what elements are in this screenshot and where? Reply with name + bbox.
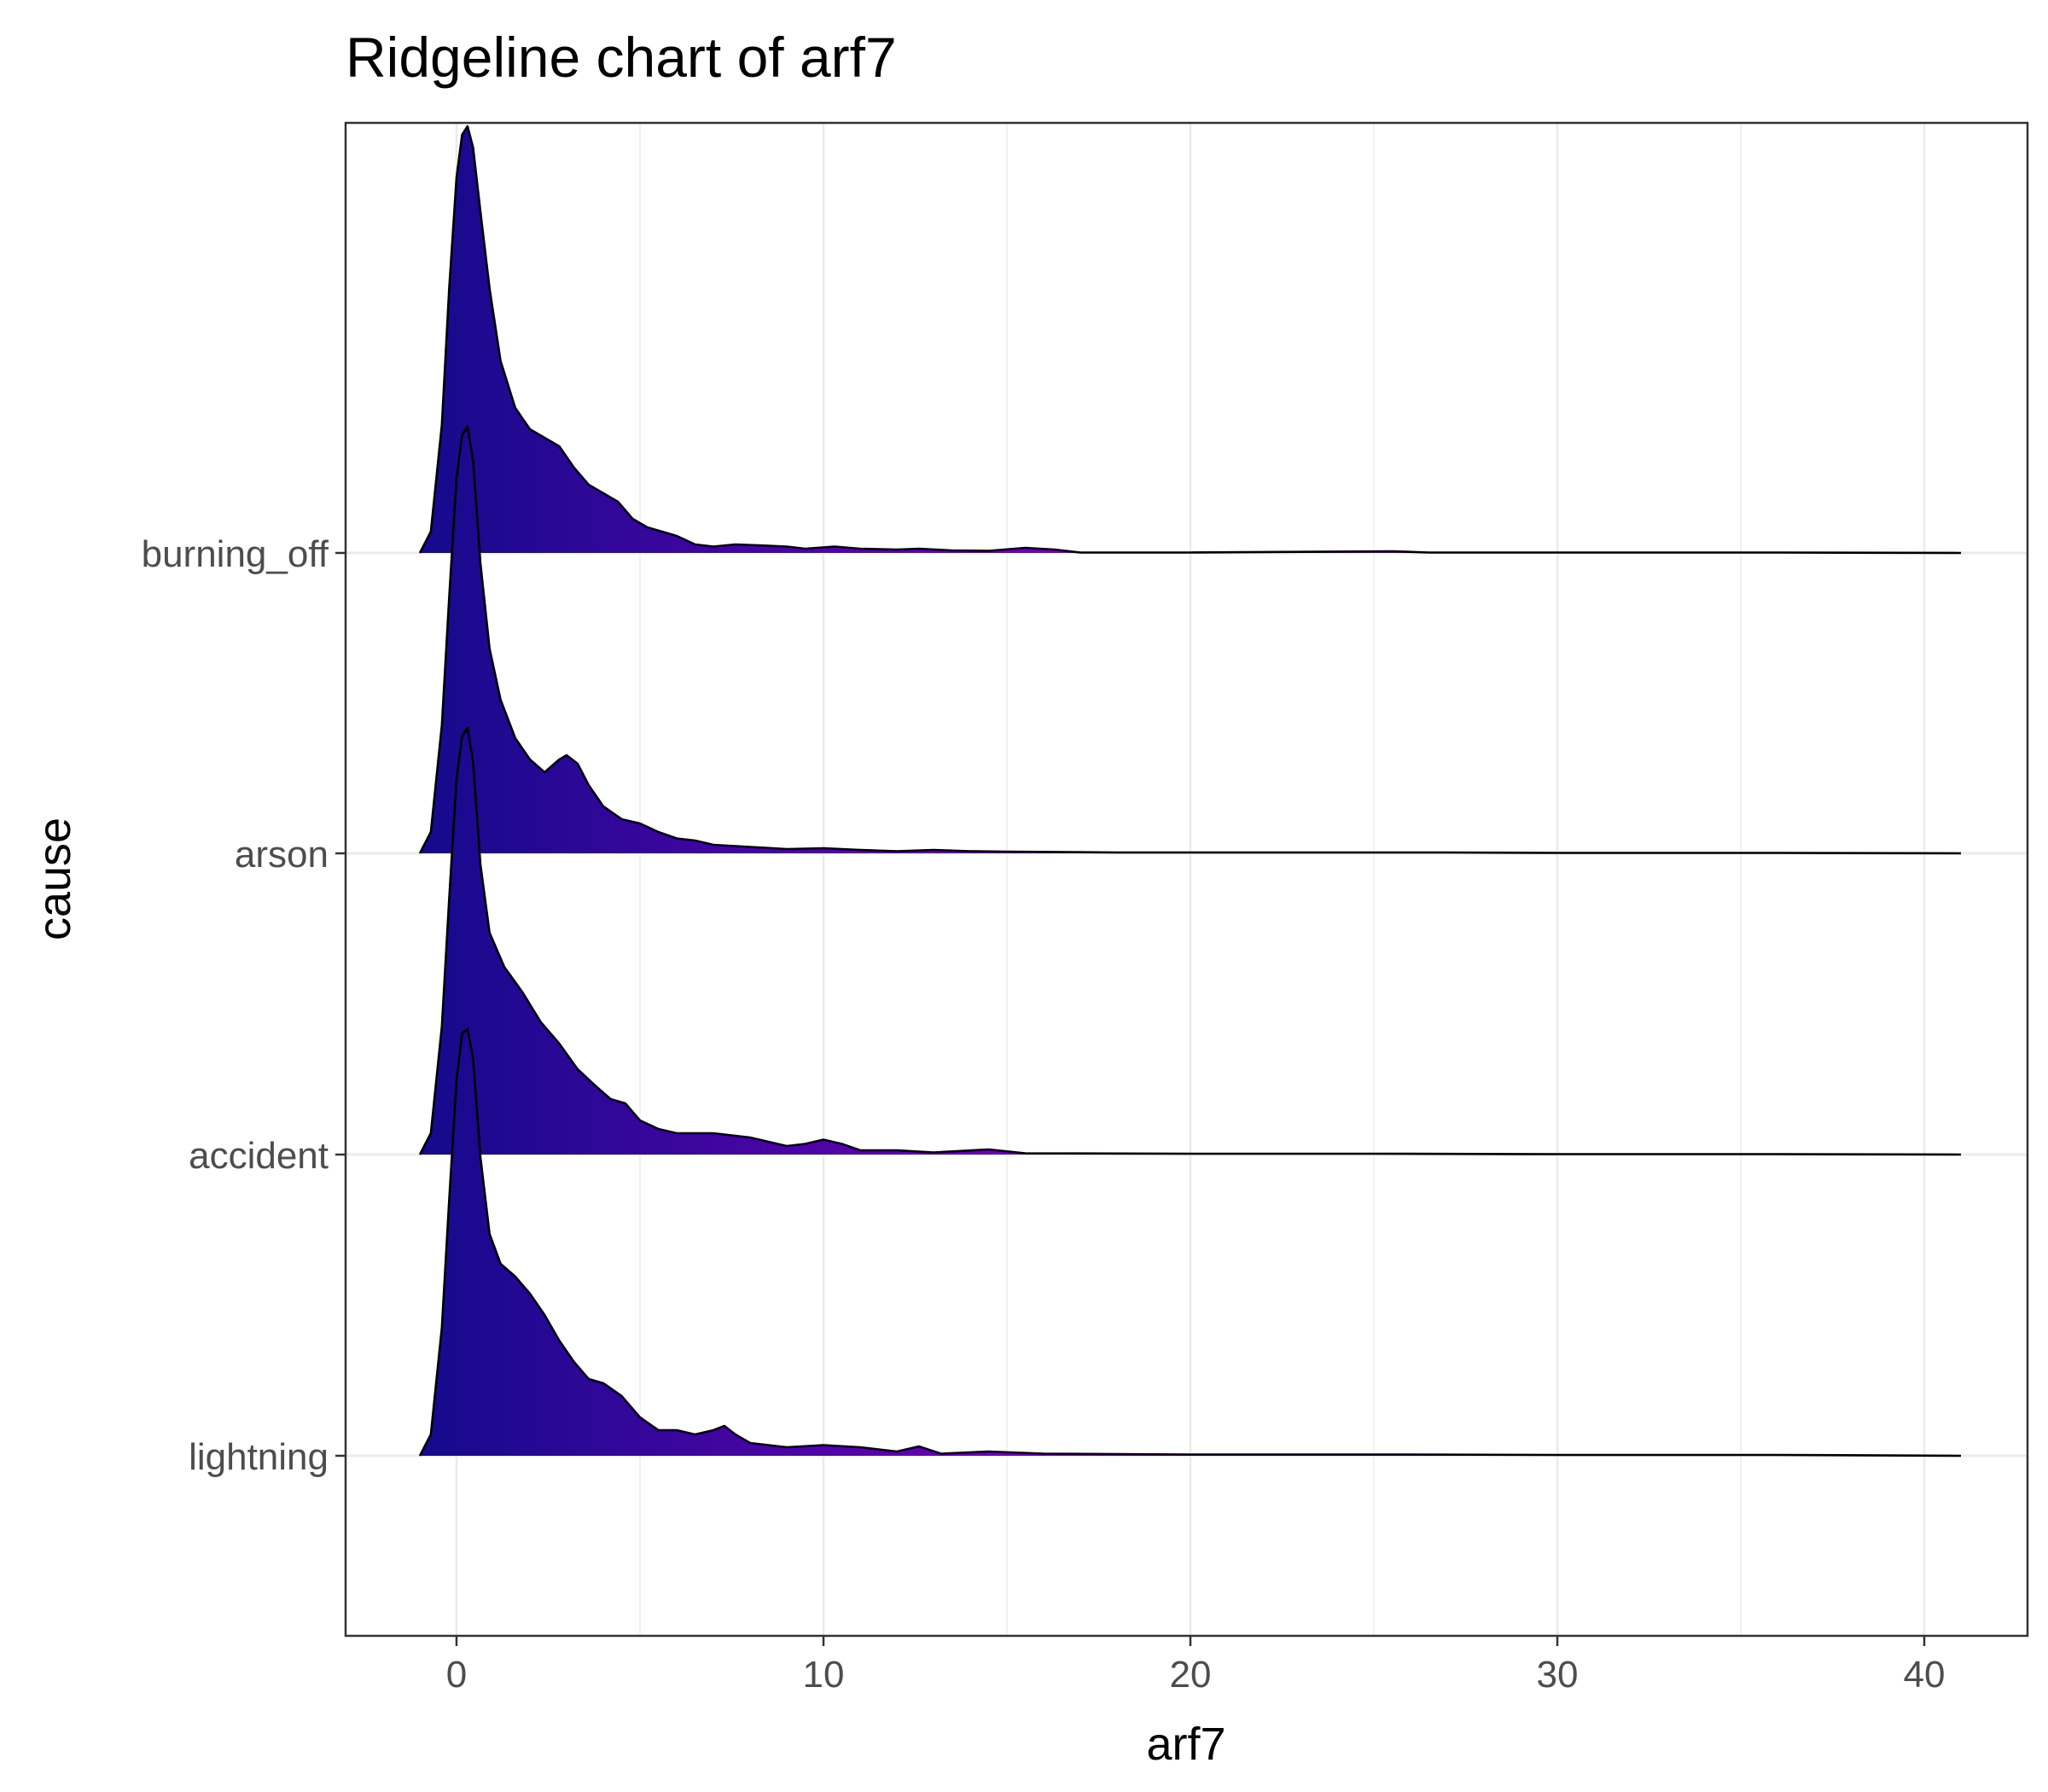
ridge-area-arson: [420, 427, 1961, 853]
y-tick-label: arson: [235, 834, 329, 876]
plot-border: [344, 121, 2029, 1638]
y-tick-label: lightning: [189, 1436, 329, 1478]
x-axis: 0 10 20 30 40: [446, 1636, 1946, 1696]
x-axis-title: arf7: [1146, 1719, 1225, 1770]
ridge-line-arson: [418, 425, 1962, 855]
ridges: [418, 125, 1962, 1457]
x-tick-label: 40: [1904, 1654, 1946, 1696]
ridge-line-accident: [418, 726, 1962, 1156]
x-tick-label: 20: [1170, 1654, 1212, 1696]
x-tick-label: 30: [1537, 1654, 1579, 1696]
chart-title: Ridgeline chart of arf7: [346, 26, 897, 89]
y-axis: lightning accident arson burning_off: [142, 533, 346, 1478]
y-tick-label: accident: [189, 1135, 329, 1177]
ridge-line-lightning: [418, 1027, 1962, 1457]
ridge-line-burning_off: [418, 125, 1962, 555]
y-tick-label: burning_off: [142, 533, 329, 575]
ridge-area-burning_off: [420, 126, 1961, 553]
ridge-area-accident: [420, 728, 1961, 1155]
x-tick-label: 0: [446, 1654, 467, 1696]
y-axis-title: cause: [29, 817, 80, 940]
ridge-area-lightning: [420, 1029, 1961, 1456]
x-tick-label: 10: [803, 1654, 845, 1696]
